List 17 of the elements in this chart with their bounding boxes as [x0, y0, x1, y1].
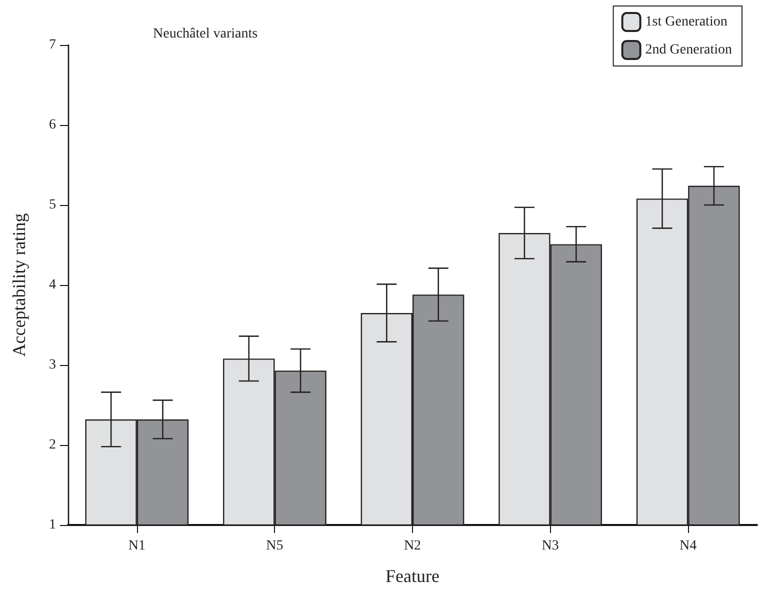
y-axis-title: Acceptability rating: [9, 213, 29, 357]
x-tick-label: N5: [266, 538, 284, 554]
y-tick-label: 6: [49, 118, 56, 132]
chart-title: Neuchâtel variants: [153, 26, 258, 42]
y-tick-label: 7: [49, 38, 56, 52]
x-tick-label: N1: [128, 538, 146, 554]
y-tick-label: 3: [49, 358, 56, 372]
x-tick-label: N2: [404, 538, 422, 554]
legend-label: 2nd Generation: [645, 42, 732, 58]
y-tick-label: 2: [49, 438, 56, 452]
y-tick-label: 1: [49, 518, 56, 532]
x-axis-title: Feature: [386, 566, 440, 586]
y-tick-label: 4: [49, 278, 56, 292]
legend-label: 1st Generation: [645, 14, 728, 30]
x-tick-label: N4: [680, 538, 697, 554]
y-tick-label: 5: [49, 198, 56, 212]
x-tick-label: N3: [542, 538, 559, 554]
